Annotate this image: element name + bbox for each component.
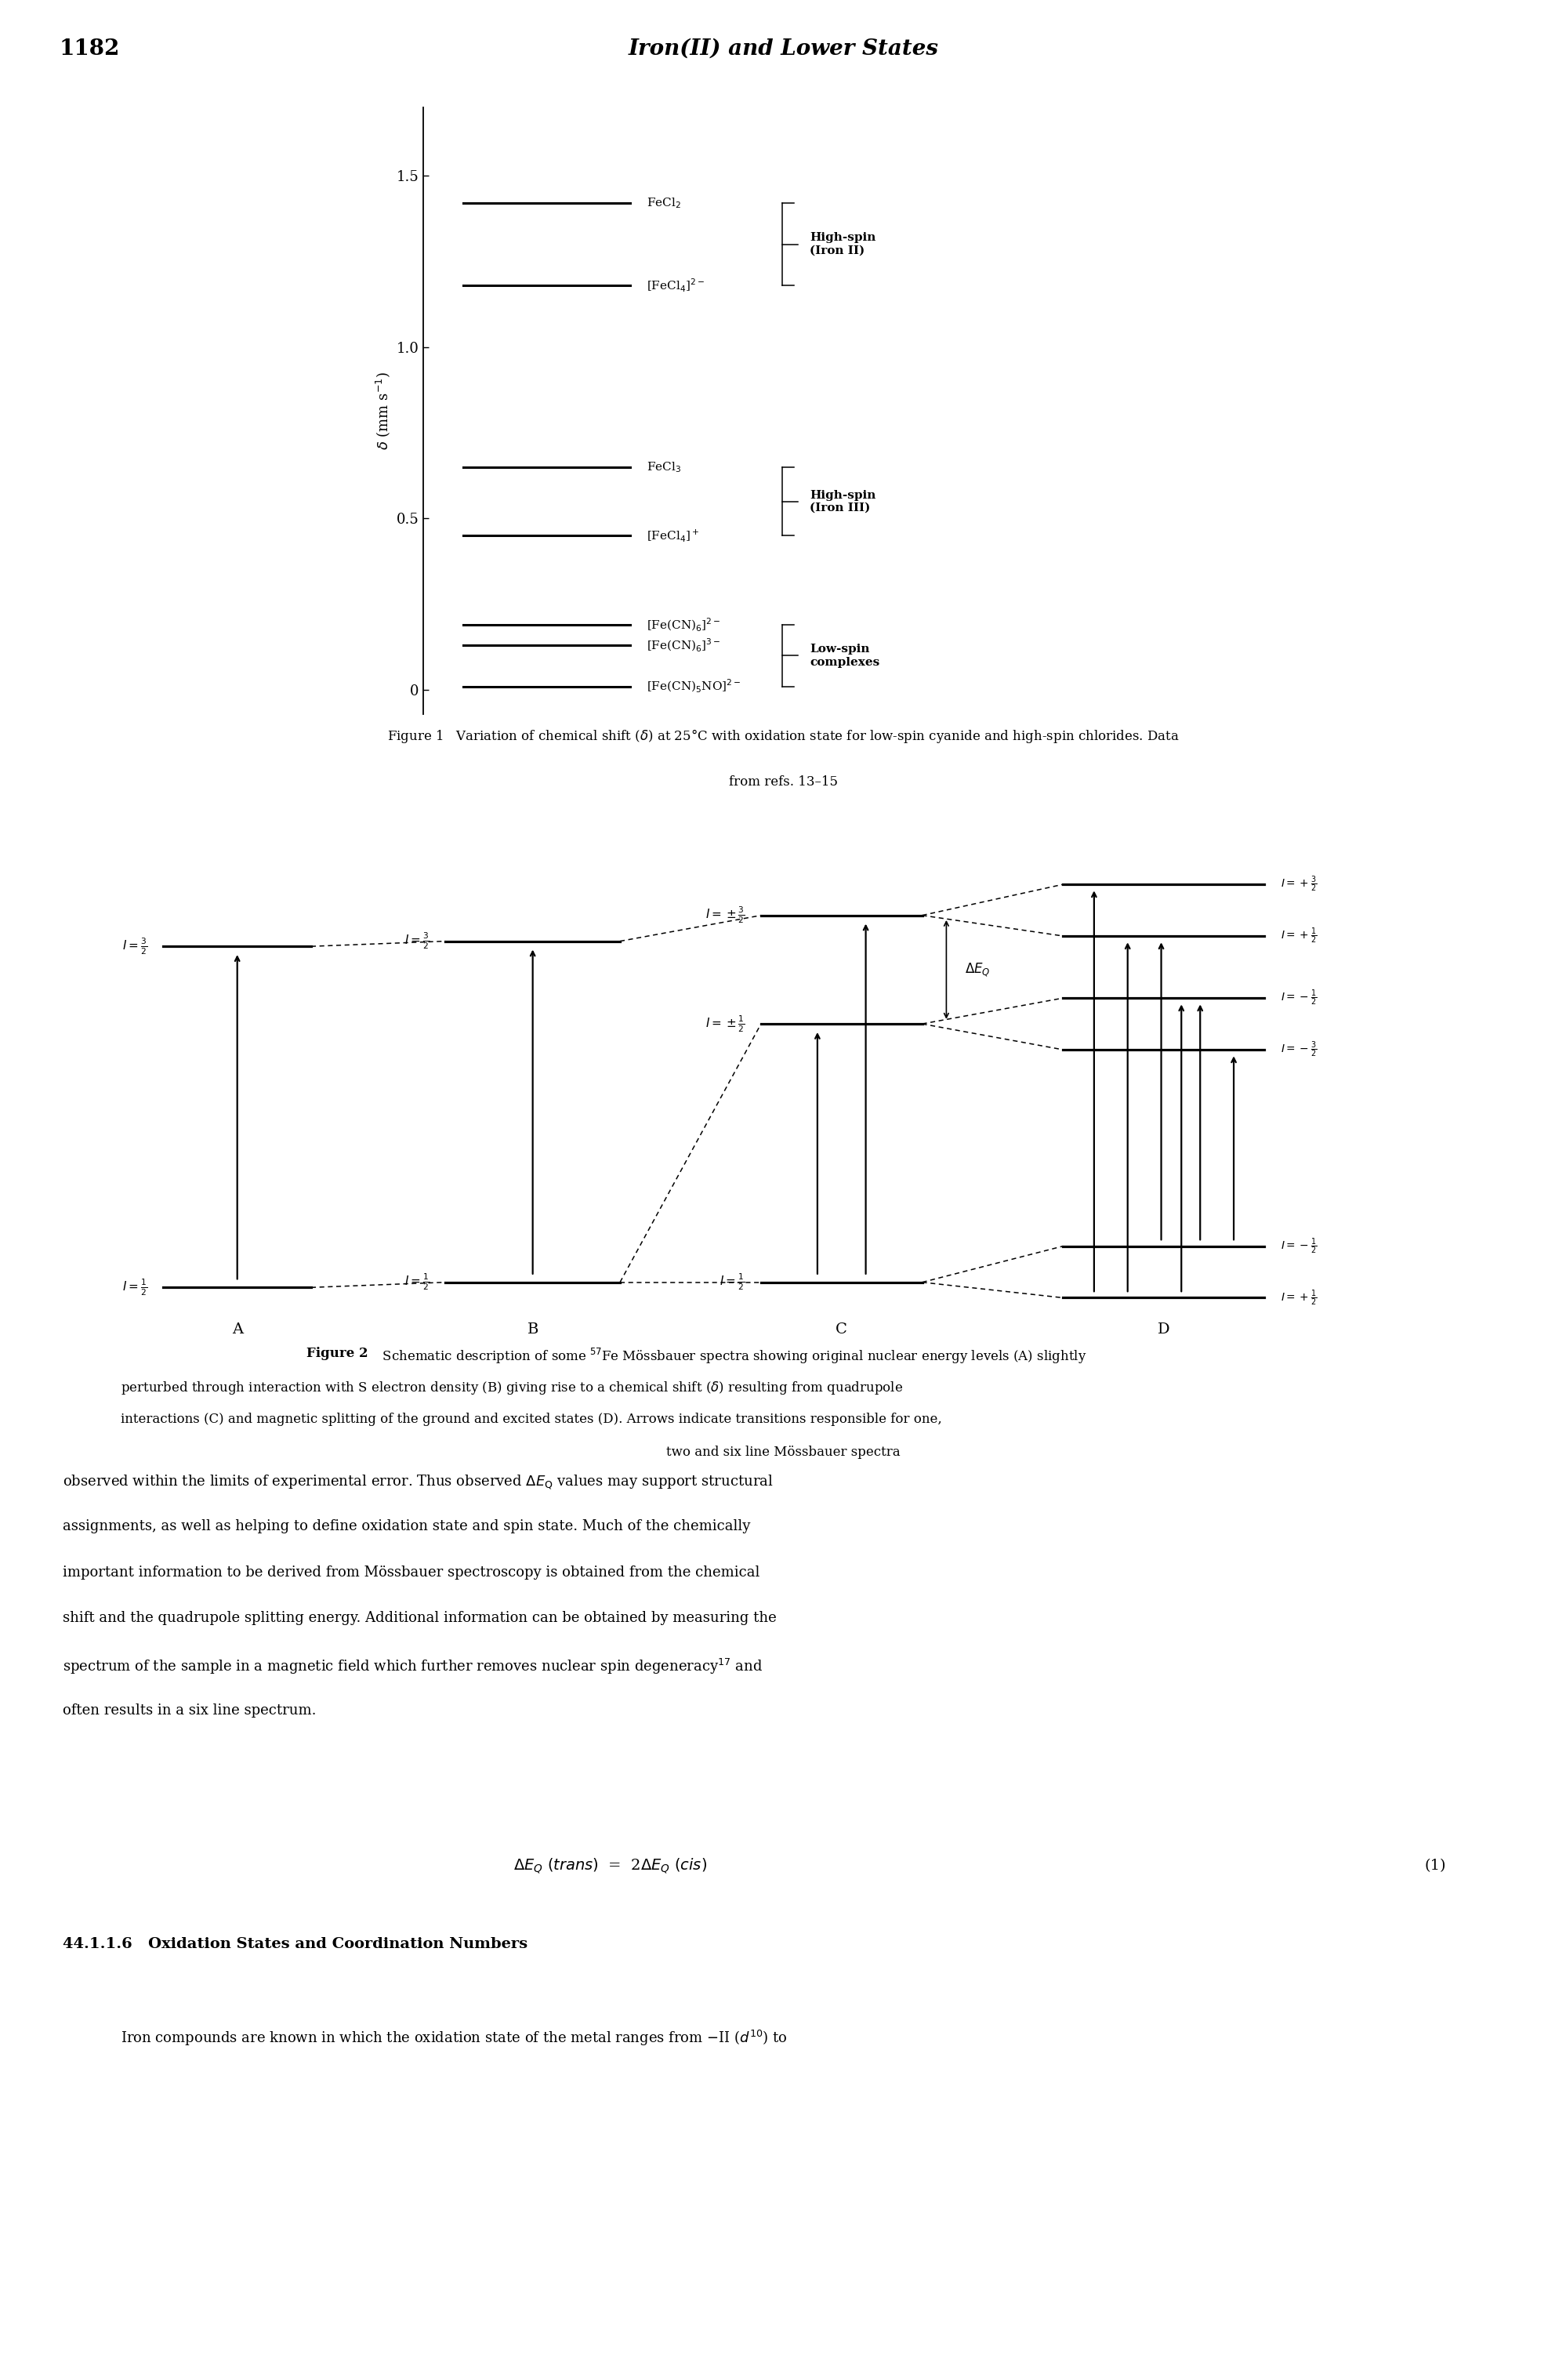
Text: 44.1.1.6   Oxidation States and Coordination Numbers: 44.1.1.6 Oxidation States and Coordinati… <box>63 1937 528 1952</box>
Text: observed within the limits of experimental error. Thus observed $\Delta E_{\rm Q: observed within the limits of experiment… <box>63 1473 774 1490</box>
Text: D: D <box>1157 1323 1170 1338</box>
Text: $I=+\frac{1}{2}$: $I=+\frac{1}{2}$ <box>1279 1288 1317 1307</box>
Text: shift and the quadrupole splitting energy. Additional information can be obtaine: shift and the quadrupole splitting energ… <box>63 1611 777 1626</box>
Text: assignments, as well as helping to define oxidation state and spin state. Much o: assignments, as well as helping to defin… <box>63 1518 750 1533</box>
Text: Iron compounds are known in which the oxidation state of the metal ranges from $: Iron compounds are known in which the ox… <box>121 2028 786 2047</box>
Text: FeCl$_2$: FeCl$_2$ <box>647 195 681 209</box>
Text: $I=\frac{1}{2}$: $I=\frac{1}{2}$ <box>719 1273 744 1292</box>
Text: FeCl$_3$: FeCl$_3$ <box>647 459 681 474</box>
Text: important information to be derived from Mössbauer spectroscopy is obtained from: important information to be derived from… <box>63 1566 760 1580</box>
Text: $I=\frac{1}{2}$: $I=\frac{1}{2}$ <box>122 1278 147 1297</box>
Text: A: A <box>232 1323 243 1338</box>
Text: $\Delta E_Q$ $(trans)$  =  2$\Delta E_Q$ $(cis)$: $\Delta E_Q$ $(trans)$ = 2$\Delta E_Q$ $… <box>514 1856 706 1875</box>
Text: [FeCl$_4$]$^{2-}$: [FeCl$_4$]$^{2-}$ <box>647 276 705 293</box>
Text: Schematic description of some $^{57}$Fe Mössbauer spectra showing original nucle: Schematic description of some $^{57}$Fe … <box>370 1347 1085 1366</box>
Text: (1): (1) <box>1423 1859 1445 1873</box>
Text: High-spin
(Iron II): High-spin (Iron II) <box>810 233 875 257</box>
Text: from refs. 13–15: from refs. 13–15 <box>728 776 838 788</box>
Text: $I=+\frac{3}{2}$: $I=+\frac{3}{2}$ <box>1279 876 1317 895</box>
Text: $I=\frac{1}{2}$: $I=\frac{1}{2}$ <box>404 1273 429 1292</box>
Text: High-spin
(Iron III): High-spin (Iron III) <box>810 490 875 514</box>
Text: $\Delta E_Q$: $\Delta E_Q$ <box>965 962 990 978</box>
Text: interactions (C) and magnetic splitting of the ground and excited states (D). Ar: interactions (C) and magnetic splitting … <box>121 1414 941 1426</box>
Text: C: C <box>835 1323 847 1338</box>
Text: $I=\pm\frac{3}{2}$: $I=\pm\frac{3}{2}$ <box>705 904 744 926</box>
Text: [Fe(CN)$_5$NO]$^{2-}$: [Fe(CN)$_5$NO]$^{2-}$ <box>647 678 741 695</box>
Text: often results in a six line spectrum.: often results in a six line spectrum. <box>63 1704 316 1718</box>
Text: Figure 1   Variation of chemical shift ($\delta$) at 25$\degree$C with oxidation: Figure 1 Variation of chemical shift ($\… <box>387 728 1179 745</box>
Text: $I=-\frac{1}{2}$: $I=-\frac{1}{2}$ <box>1279 988 1317 1007</box>
Y-axis label: $\delta$ (mm s$^{-1}$): $\delta$ (mm s$^{-1}$) <box>374 371 392 450</box>
Text: $I=+\frac{1}{2}$: $I=+\frac{1}{2}$ <box>1279 926 1317 945</box>
Text: B: B <box>526 1323 539 1338</box>
Text: $I=\frac{3}{2}$: $I=\frac{3}{2}$ <box>122 935 147 957</box>
Text: two and six line Mössbauer spectra: two and six line Mössbauer spectra <box>666 1445 900 1459</box>
Text: $I=\frac{3}{2}$: $I=\frac{3}{2}$ <box>404 931 429 952</box>
Text: $I=-\frac{3}{2}$: $I=-\frac{3}{2}$ <box>1279 1040 1317 1059</box>
Text: $I=-\frac{1}{2}$: $I=-\frac{1}{2}$ <box>1279 1238 1317 1257</box>
Text: Figure 2: Figure 2 <box>307 1347 368 1361</box>
Text: perturbed through interaction with S electron density (B) giving rise to a chemi: perturbed through interaction with S ele… <box>121 1380 902 1397</box>
Text: Iron(II) and Lower States: Iron(II) and Lower States <box>628 38 938 60</box>
Text: 1182: 1182 <box>60 38 121 60</box>
Text: [Fe(CN)$_6$]$^{2-}$: [Fe(CN)$_6$]$^{2-}$ <box>647 616 720 633</box>
Text: spectrum of the sample in a magnetic field which further removes nuclear spin de: spectrum of the sample in a magnetic fie… <box>63 1656 763 1676</box>
Text: Low-spin
complexes: Low-spin complexes <box>810 645 880 666</box>
Text: $I=\pm\frac{1}{2}$: $I=\pm\frac{1}{2}$ <box>705 1014 744 1033</box>
Text: [Fe(CN)$_6$]$^{3-}$: [Fe(CN)$_6$]$^{3-}$ <box>647 638 720 655</box>
Text: [FeCl$_4$]$^+$: [FeCl$_4$]$^+$ <box>647 528 698 543</box>
